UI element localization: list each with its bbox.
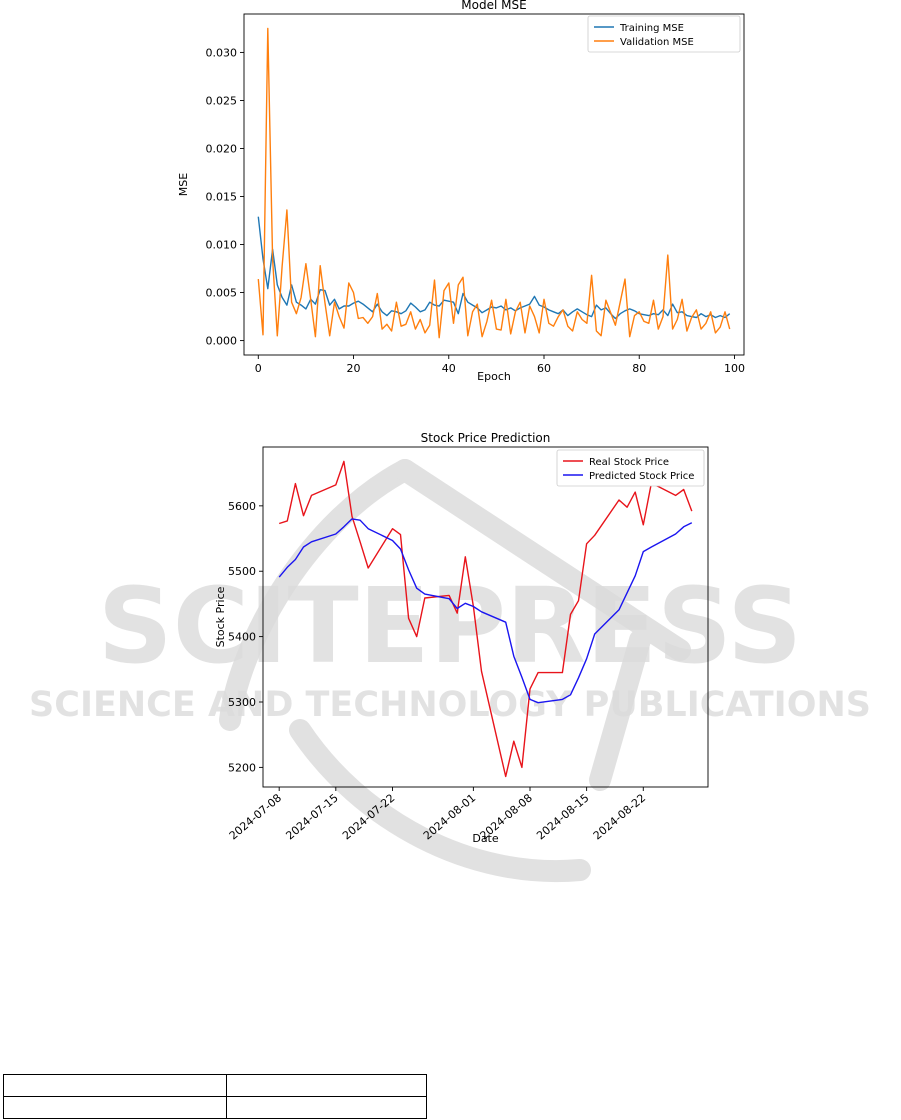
watermark-swoosh-icon <box>219 459 691 883</box>
plot-frame <box>262 446 709 788</box>
mse-chart: Model MSE 0.000 0.005 0.010 0.015 0.020 0.025 0… <box>177 0 745 383</box>
legend-box <box>556 449 705 487</box>
y-axis-label: Stock Price <box>214 586 227 647</box>
x-tick-label: 60 <box>537 362 551 375</box>
x-tick-label: 80 <box>632 362 646 375</box>
watermark-line2: SCIENCE AND TECHNOLOGY PUBLICATIONS <box>29 685 871 725</box>
chart-title: Stock Price Prediction <box>421 431 551 445</box>
table-cell <box>226 1096 427 1119</box>
y-tick-label: 0.030 <box>206 46 238 59</box>
legend-label: Training MSE <box>619 23 684 34</box>
legend-label: Predicted Stock Price <box>589 471 694 482</box>
x-axis-label: Date <box>472 832 499 845</box>
y-tick-label: 0.015 <box>206 191 238 204</box>
table-row <box>3 1096 427 1119</box>
table-cell <box>3 1074 227 1097</box>
x-tick-label: 0 <box>255 362 262 375</box>
x-tick-label: 2024-08-15 <box>534 791 591 842</box>
y-tick-label: 5500 <box>228 565 256 578</box>
y-tick-label: 5600 <box>228 500 256 513</box>
y-tick-label: 0.025 <box>206 94 238 107</box>
table-cell <box>3 1096 227 1119</box>
chart-title: Model MSE <box>461 0 526 12</box>
x-tick-label: 2024-07-15 <box>283 791 340 842</box>
y-tick-label: 0.000 <box>206 335 238 348</box>
y-tick-label: 5400 <box>228 631 256 644</box>
legend-label: Real Stock Price <box>589 457 669 468</box>
table-row <box>3 1074 427 1097</box>
y-tick-label: 5300 <box>228 696 256 709</box>
plot-frame <box>243 13 745 356</box>
y-tick-label: 0.005 <box>206 287 238 300</box>
y-axis-label: MSE <box>177 173 190 196</box>
x-axis-label: Epoch <box>477 370 511 383</box>
series-line-1 <box>278 518 693 704</box>
table-fragment <box>3 1074 427 1119</box>
y-tick-label: 0.010 <box>206 239 238 252</box>
stock-chart: Stock Price Prediction 5200 5300 5400 5500 56… <box>214 431 709 845</box>
x-tick-label: 20 <box>347 362 361 375</box>
x-tick-label: 2024-07-08 <box>227 791 284 842</box>
series-line-0 <box>278 460 693 778</box>
legend-box <box>587 15 741 53</box>
y-tick-label: 5200 <box>228 761 256 774</box>
legend-label: Validation MSE <box>620 37 694 48</box>
x-tick-label: 2024-08-01 <box>421 791 478 842</box>
x-tick-label: 40 <box>442 362 456 375</box>
table-cell <box>226 1074 427 1097</box>
x-tick-label: 2024-07-22 <box>340 791 397 842</box>
y-tick-label: 0.020 <box>206 142 238 155</box>
x-tick-label: 2024-08-22 <box>591 791 648 842</box>
x-tick-label: 100 <box>724 362 745 375</box>
watermark-line1: SCITEPRESS <box>98 565 802 687</box>
series-line-1 <box>257 27 731 339</box>
